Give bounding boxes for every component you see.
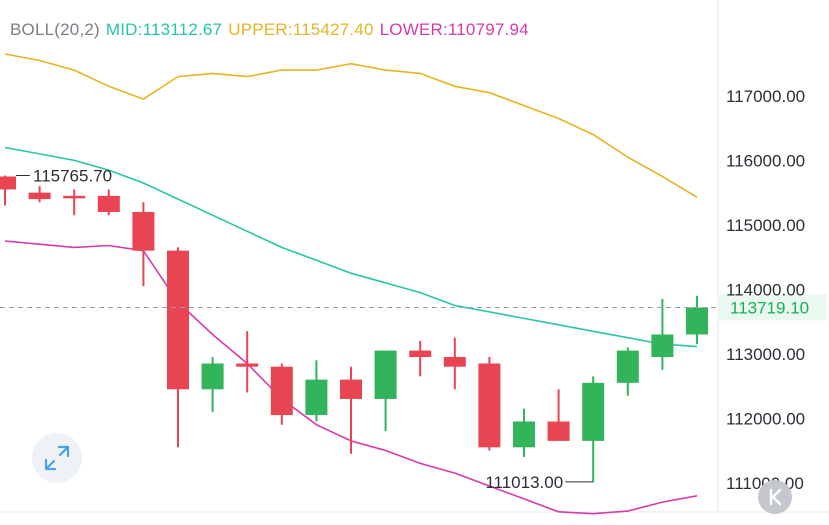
candle: [547, 389, 570, 441]
candle-body: [582, 382, 605, 441]
candle: [167, 247, 189, 448]
candle-body: [616, 350, 639, 383]
candle-body: [63, 195, 86, 199]
boll-indicator-name: BOLL(20,2): [10, 20, 100, 39]
candle-body: [97, 195, 120, 212]
candle: [97, 189, 120, 216]
candle: [686, 295, 708, 345]
y-tick-label: 112000.00: [726, 409, 805, 428]
candle-body: [547, 421, 570, 441]
boll-legend: BOLL(20,2) MID:113112.67 UPPER:115427.40 LO…: [10, 20, 535, 40]
candle: [270, 363, 293, 425]
candle-body: [686, 307, 708, 335]
candle: [63, 189, 86, 216]
candle-body: [513, 421, 535, 448]
current-price-label: 113719.10: [730, 298, 809, 317]
current-price-tag-bg: [719, 294, 827, 321]
y-tick-label: 114000.00: [726, 280, 805, 299]
expand-arrows-icon: [44, 445, 70, 471]
grid-lines: [0, 0, 829, 513]
candle: [478, 357, 501, 451]
candle: [132, 202, 155, 287]
candle: [236, 331, 259, 393]
expand-button[interactable]: [32, 433, 82, 483]
candle-body: [132, 211, 155, 251]
candle-body: [236, 363, 259, 367]
candle: [409, 340, 432, 377]
candle-body: [443, 357, 466, 367]
candle-body: [28, 192, 51, 200]
candle-body: [305, 379, 328, 416]
candle-body: [270, 366, 293, 416]
k-chevron-icon: [769, 488, 782, 506]
candle: [651, 299, 674, 370]
boll-lower-value: LOWER:110797.94: [379, 20, 529, 39]
candle-body: [409, 350, 432, 358]
y-tick-label: 116000.00: [726, 151, 805, 170]
boll-upper-line: [4, 53, 698, 198]
y-tick-label: 117000.00: [726, 87, 805, 106]
y-tick-label: 115000.00: [726, 216, 805, 235]
candle: [0, 175, 16, 206]
candle: [374, 350, 397, 432]
candle-body: [167, 250, 189, 390]
candle-body: [340, 379, 362, 399]
candles: [0, 175, 708, 482]
candle: [443, 337, 466, 390]
candle: [582, 376, 605, 482]
candle-body: [201, 363, 224, 390]
candle: [305, 360, 328, 422]
candle-body: [651, 334, 674, 358]
boll-mid-value: MID:113112.67: [105, 20, 223, 39]
min-price-annotation: 111013.00: [485, 473, 563, 492]
candle-body: [478, 363, 501, 448]
boll-upper-value: UPPER:115427.40: [228, 20, 374, 39]
max-price-annotation: 115765.70: [33, 167, 112, 186]
candle: [340, 366, 362, 454]
y-axis: 117000.00 116000.00 115000.00 114000.00 1130…: [726, 87, 805, 493]
boll-mid-line: [4, 146, 698, 348]
kline-button[interactable]: [758, 480, 792, 514]
price-overlay: 113719.10 115765.70 111013.00: [0, 167, 827, 492]
candle: [616, 347, 639, 396]
candle: [201, 357, 224, 412]
y-tick-label: 113000.00: [726, 345, 805, 364]
candle-body: [374, 350, 397, 399]
candle: [513, 408, 535, 457]
candle-body: [0, 176, 16, 190]
candle: [28, 186, 51, 203]
